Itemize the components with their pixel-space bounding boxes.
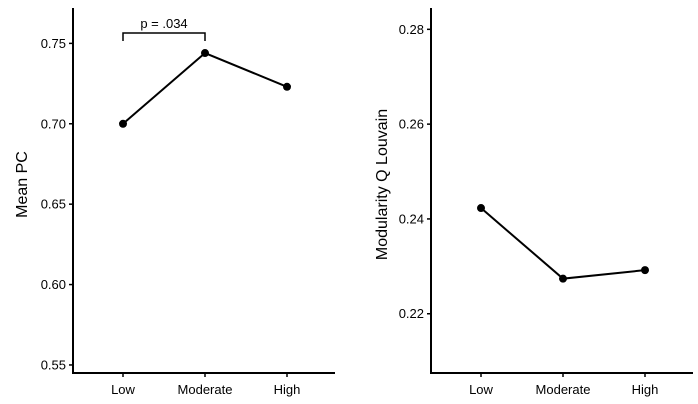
x-tick-label: Low — [469, 382, 493, 397]
data-point-low — [477, 204, 485, 213]
x-tick-label: High — [274, 382, 301, 397]
y-tick-label: 0.65 — [41, 197, 66, 212]
x-tick-label: Moderate — [536, 382, 591, 397]
significance-bracket — [122, 32, 206, 41]
y-tick-label: 0.22 — [399, 306, 424, 321]
x-tick-label: Moderate — [178, 382, 233, 397]
data-point-high — [283, 82, 291, 91]
y-axis-title: Mean PC — [14, 151, 31, 218]
x-tick-label: High — [632, 382, 659, 397]
y-tick-label: 0.75 — [41, 36, 66, 51]
panel-1: 0.55 0.60 0.65 0.70 0.75 Low Moderate High Mean … — [14, 8, 335, 397]
y-tick-label: 0.55 — [41, 357, 66, 372]
y-tick-label: 0.60 — [41, 277, 66, 292]
panel-2: 0.22 0.24 0.26 0.28 Low Moderate High Modularit… — [374, 8, 693, 397]
y-axis-title: Modularity Q Louvain — [374, 109, 391, 260]
data-point-high — [641, 266, 649, 275]
x-tick-label: Low — [111, 382, 135, 397]
significance-label: p = .034 — [140, 16, 187, 31]
y-tick-label: 0.70 — [41, 116, 66, 131]
series-line — [122, 51, 288, 125]
data-point-low — [119, 119, 127, 128]
y-tick-label: 0.28 — [399, 22, 424, 37]
y-tick-label: 0.26 — [399, 117, 424, 132]
series-line — [480, 207, 646, 280]
y-tick-label: 0.24 — [399, 211, 424, 226]
data-point-moderate — [559, 274, 567, 283]
data-point-moderate — [201, 49, 209, 58]
